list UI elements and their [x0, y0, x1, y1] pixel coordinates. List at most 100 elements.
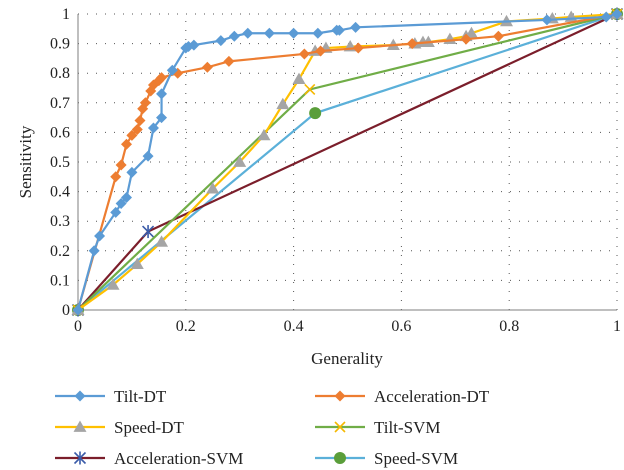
data-point-acceleration-dt [156, 72, 168, 84]
legend-label: Tilt-SVM [374, 418, 440, 437]
data-point-tilt-dt [242, 27, 254, 39]
data-point-acceleration-dt [131, 123, 143, 135]
legend-item-speed-svm: Speed-SVM [315, 449, 458, 468]
legend-swatch-marker [334, 390, 346, 402]
x-tick-labels: 0 0.2 0.4 0.6 0.8 1 [74, 318, 621, 335]
legend-label: Speed-SVM [374, 449, 458, 468]
grid [78, 13, 618, 310]
legend-label: Tilt-DT [114, 387, 167, 406]
y-tick-label: 0.7 [50, 95, 70, 112]
y-tick-label: 0.2 [50, 243, 70, 260]
series-tilt-svm [72, 8, 623, 316]
data-point-speed-dt [130, 257, 144, 269]
data-point-acceleration-dt [298, 48, 310, 60]
data-point-acceleration-dt [201, 61, 213, 73]
data-point-tilt-dt [72, 304, 84, 316]
x-tick-label: 0 [74, 318, 82, 335]
legend-label: Speed-DT [114, 418, 184, 437]
data-point-acceleration-dt [115, 159, 127, 171]
data-point-tilt-dt [110, 206, 122, 218]
data-point-speed-dt [464, 26, 478, 39]
legend-swatch-marker [334, 421, 346, 433]
x-axis-title: Generality [311, 349, 383, 368]
series-acceleration-svm [71, 7, 624, 317]
x-tick-label: 0.2 [176, 318, 196, 335]
legend-item-tilt-svm: Tilt-SVM [315, 418, 440, 437]
data-point-tilt-dt [115, 197, 127, 209]
data-point-acceleration-dt [492, 30, 504, 42]
data-point-acceleration-dt [110, 171, 122, 183]
series-acceleration-dt [72, 8, 623, 316]
x-tick-label: 0.8 [499, 318, 519, 335]
series-line-speed-svm [77, 12, 618, 311]
y-tick-label: 0.9 [50, 36, 70, 53]
data-point-acceleration-dt [315, 45, 327, 57]
data-point-tilt-dt [228, 30, 240, 42]
y-tick-labels: 0 0.1 0.2 0.3 0.4 0.5 0.6 0.7 0.8 0.9 1 [50, 6, 70, 319]
data-point-tilt-dt [333, 24, 345, 36]
series-tilt-dt [72, 8, 623, 316]
series-speed-svm [72, 8, 623, 316]
data-point-speed-svm [309, 107, 322, 120]
data-point-tilt-svm [304, 83, 316, 96]
series-group [71, 7, 624, 317]
data-point-acceleration-dt [139, 97, 151, 109]
data-point-tilt-dt [600, 11, 612, 23]
legend-item-acceleration-dt: Acceleration-DT [315, 387, 490, 406]
data-point-tilt-dt [156, 88, 168, 100]
data-point-tilt-dt [263, 27, 275, 39]
data-point-acceleration-dt [352, 42, 364, 54]
legend-label: Acceleration-SVM [114, 449, 243, 468]
data-point-tilt-dt [541, 14, 553, 26]
data-point-tilt-dt [94, 230, 106, 242]
y-axis-title: Sensitivity [16, 125, 35, 198]
y-tick-label: 0.1 [50, 272, 70, 289]
data-point-tilt-dt [188, 39, 200, 51]
legend-swatch-marker [334, 452, 346, 464]
axes [77, 14, 617, 311]
data-point-tilt-dt [142, 150, 154, 162]
data-point-tilt-dt [350, 21, 362, 33]
data-point-acceleration-dt [406, 38, 418, 50]
series-line-tilt-dt [76, 12, 618, 311]
data-point-acceleration-dt [126, 129, 138, 141]
y-tick-label: 0.8 [50, 65, 70, 82]
data-point-acceleration-svm [142, 225, 155, 239]
legend-swatch-marker [73, 451, 87, 465]
legend-item-tilt-dt: Tilt-DT [55, 387, 167, 406]
data-point-speed-dt [257, 128, 271, 141]
data-point-speed-dt [292, 72, 306, 84]
legend-swatch-marker [74, 390, 86, 402]
data-point-tilt-dt [121, 192, 133, 204]
data-point-tilt-dt [147, 122, 159, 134]
data-point-acceleration-dt [121, 138, 133, 150]
y-tick-label: 0.4 [50, 184, 70, 201]
y-tick-label: 0.6 [50, 124, 70, 141]
data-point-tilt-dt [288, 27, 300, 39]
data-point-tilt-dt [88, 245, 100, 257]
legend-item-speed-dt: Speed-DT [55, 418, 184, 437]
legend: Tilt-DT Acceleration-DT Speed-DT Tilt-SVM Ac… [55, 387, 490, 468]
x-tick-label: 0.6 [391, 318, 411, 335]
data-point-speed-dt [206, 182, 220, 194]
data-point-tilt-dt [166, 64, 178, 76]
data-point-acceleration-dt [460, 33, 472, 45]
series-line-speed-dt [77, 12, 618, 311]
legend-item-acceleration-svm: Acceleration-SVM [55, 449, 243, 468]
series-line-acceleration-svm [77, 13, 618, 311]
legend-swatch-marker-stroke [334, 421, 346, 433]
y-tick-label: 0.5 [50, 154, 70, 171]
y-tick-label: 0 [62, 302, 70, 319]
series-line-acceleration-dt [76, 12, 618, 311]
data-point-tilt-dt [611, 8, 623, 20]
data-point-tilt-svm-stroke [304, 83, 316, 96]
x-tick-label: 1 [613, 318, 621, 335]
data-point-speed-dt [233, 155, 247, 167]
data-point-speed-dt [276, 97, 290, 110]
legend-label: Acceleration-DT [374, 387, 490, 406]
data-point-acceleration-dt [223, 55, 235, 67]
series-line-tilt-svm [77, 12, 618, 311]
data-point-tilt-dt [215, 35, 227, 47]
data-point-tilt-dt [312, 27, 324, 39]
